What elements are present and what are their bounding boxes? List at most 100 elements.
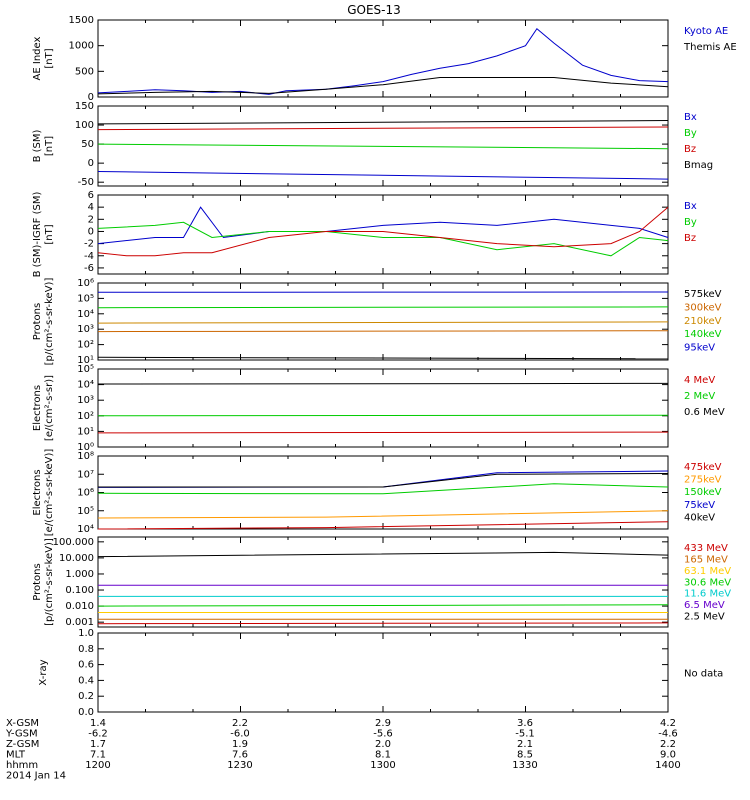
series-line-475kev bbox=[97, 521, 669, 530]
series-line-by bbox=[97, 143, 669, 150]
y-axis-label: [nT] bbox=[44, 136, 55, 156]
legend-entry: 11.6 MeV bbox=[684, 589, 731, 600]
series-line-300kev bbox=[97, 330, 669, 333]
panel-frame bbox=[97, 194, 669, 275]
series-line-30-6-mev bbox=[97, 604, 669, 607]
y-tick-label: 0 bbox=[88, 92, 94, 103]
y-tick-label: 6 bbox=[88, 190, 94, 201]
y-tick-label: 10⁵ bbox=[77, 506, 94, 517]
series-line-575kev bbox=[97, 356, 669, 360]
y-tick-label: 100 bbox=[75, 120, 94, 131]
legend-entry: 300keV bbox=[684, 302, 722, 313]
panel-7: 0.001 0.010 0.100 1.000 10.000 100.000 Protons… bbox=[32, 536, 731, 628]
y-tick-label: 0.001 bbox=[65, 617, 94, 628]
ephemeris-row-label: MLT bbox=[6, 750, 26, 761]
ephemeris-row-label: Z-GSM bbox=[6, 739, 39, 750]
y-tick-label: 0.8 bbox=[78, 644, 94, 655]
ephemeris-value: -4.6 bbox=[658, 729, 678, 740]
y-tick-label: 10¹ bbox=[77, 355, 94, 366]
ephemeris-value: 1200 bbox=[85, 760, 110, 771]
ephemeris-row-label: Y-GSM bbox=[5, 729, 38, 740]
series-line-2-5-mev bbox=[97, 551, 669, 558]
y-axis-label: Protons bbox=[32, 563, 43, 600]
y-axis-label: B (SM) bbox=[32, 129, 43, 162]
y-tick-label: 1.000 bbox=[65, 569, 94, 580]
ephemeris-value: 8.1 bbox=[375, 750, 391, 761]
y-tick-label: -6 bbox=[84, 263, 94, 274]
legend-entry: Bz bbox=[684, 144, 696, 155]
y-tick-label: 10⁷ bbox=[77, 469, 94, 480]
legend-entry: Themis AE bbox=[683, 42, 737, 53]
panel-frame bbox=[97, 536, 669, 628]
y-tick-label: 10⁴ bbox=[77, 524, 94, 535]
y-tick-label: 10³ bbox=[77, 395, 94, 406]
y-axis-label: [e/(cm²-s-sr-keV)] bbox=[44, 449, 55, 537]
y-tick-label: 10⁴ bbox=[77, 380, 94, 391]
panel-6: 10⁴ 10⁵ 10⁶ 10⁷ 10⁸ Electrons [e/(cm²-s-sr-keV… bbox=[32, 449, 722, 537]
plot-title: GOES-13 bbox=[347, 3, 401, 17]
legend-entry: Bz bbox=[684, 233, 696, 244]
legend-entry: 475keV bbox=[684, 462, 722, 473]
y-axis-label: Electrons bbox=[32, 469, 43, 515]
y-tick-label: 10⁵ bbox=[77, 364, 94, 375]
panel-frame bbox=[97, 19, 669, 98]
series-line-2-mev bbox=[97, 414, 669, 417]
legend-entry: Bx bbox=[684, 112, 697, 123]
ephemeris-value: 2.0 bbox=[375, 739, 391, 750]
y-axis-label: X-ray bbox=[38, 659, 49, 685]
legend-entry: 575keV bbox=[684, 289, 722, 300]
y-tick-label: 0.100 bbox=[65, 585, 94, 596]
panel-2: -50 0 50 100 150 B (SM) [nT] Bx By Bz Bmag bbox=[32, 101, 713, 188]
ephemeris-value: 1.7 bbox=[90, 739, 106, 750]
legend-entry: By bbox=[684, 128, 697, 139]
y-axis-label: B (SM)-IGRF (SM) bbox=[32, 192, 43, 278]
ephemeris-row-label: hhmm bbox=[6, 760, 38, 771]
ephemeris-value: 1.9 bbox=[232, 739, 248, 750]
series-line-bx bbox=[97, 171, 669, 180]
y-tick-label: 1000 bbox=[69, 41, 94, 52]
ephemeris-value: 1230 bbox=[227, 760, 252, 771]
series-line-150kev bbox=[97, 483, 669, 495]
ephemeris-value: 2.1 bbox=[517, 739, 533, 750]
ephemeris-value: 1330 bbox=[512, 760, 537, 771]
y-axis-label: [p/(cm²-s-sr-keV)] bbox=[44, 278, 55, 366]
series-line-bz bbox=[97, 206, 669, 257]
legend-entry: 275keV bbox=[684, 475, 722, 486]
legend-entry: 4 MeV bbox=[684, 375, 715, 386]
series-line-275kev bbox=[97, 510, 669, 519]
series-line-4-mev bbox=[97, 431, 669, 434]
panel-8: 0.0 0.2 0.4 0.6 0.8 1.0 X-ray No data bbox=[38, 628, 723, 718]
legend-entry: Bx bbox=[684, 201, 697, 212]
ephemeris-value: -6.2 bbox=[88, 729, 108, 740]
y-tick-label: 0.2 bbox=[78, 691, 94, 702]
ephemeris-value: 2.2 bbox=[232, 718, 248, 729]
y-axis-label: [nT] bbox=[44, 48, 55, 68]
y-axis-label: [e/(cm²-s-sr)] bbox=[44, 375, 55, 441]
series-line-140kev bbox=[97, 306, 669, 309]
y-axis-label: Electrons bbox=[32, 385, 43, 431]
y-tick-label: 0.010 bbox=[65, 601, 94, 612]
ephemeris-value: 1400 bbox=[655, 760, 680, 771]
y-tick-label: 10⁵ bbox=[77, 293, 94, 304]
y-axis-label: [p/(cm²-s-sr-keV)] bbox=[44, 538, 55, 626]
panel-frame bbox=[97, 368, 669, 448]
series-line-433-mev bbox=[97, 622, 669, 625]
y-tick-label: 2 bbox=[88, 214, 94, 225]
y-tick-label: 0.4 bbox=[78, 675, 94, 686]
ephemeris-value: 1.4 bbox=[90, 718, 106, 729]
ephemeris-value: 8.5 bbox=[517, 750, 533, 761]
panel-frame bbox=[97, 632, 669, 713]
ephemeris-value: 4.2 bbox=[660, 718, 676, 729]
y-tick-label: -50 bbox=[78, 177, 94, 188]
y-tick-label: 100.000 bbox=[53, 537, 94, 548]
y-tick-label: 10¹ bbox=[77, 426, 94, 437]
series-line-210kev bbox=[97, 321, 669, 324]
y-tick-label: 10⁸ bbox=[77, 451, 94, 462]
y-axis-label: [nT] bbox=[44, 224, 55, 244]
y-tick-label: 10² bbox=[77, 411, 94, 422]
y-tick-label: 10³ bbox=[77, 324, 94, 335]
